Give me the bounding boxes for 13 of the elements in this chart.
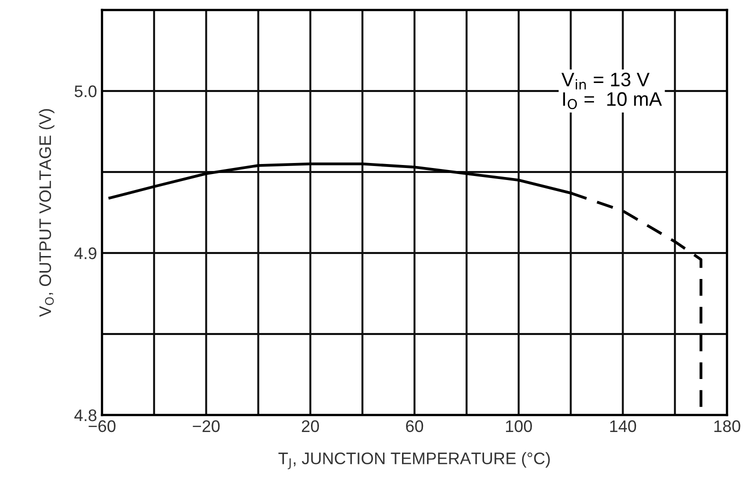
x-tick-label: 20 (302, 420, 319, 432)
x-tick-label: 100 (506, 420, 532, 432)
x-tick-label: −60 (88, 420, 116, 432)
x-tick-label: −20 (192, 420, 220, 432)
x-tick-label: 60 (406, 420, 424, 432)
y-tick-label: 5.0 (74, 85, 96, 98)
x-axis-title: T$_{J}$, JUNCTION TEMPERATURE (°C) (278, 452, 550, 470)
x-tick-label: 180 (714, 420, 740, 432)
y-tick-label: 4.8 (74, 409, 96, 422)
y-axis-title: V$_{O}$, OUTPUT VOLTAGE (V) (38, 109, 54, 317)
text: V$_{in}$ = 13 V I$_{O}$ = 10 mA (561, 72, 662, 110)
x-tick-label: 140 (610, 420, 636, 432)
y-tick-label: 4.9 (74, 247, 96, 260)
